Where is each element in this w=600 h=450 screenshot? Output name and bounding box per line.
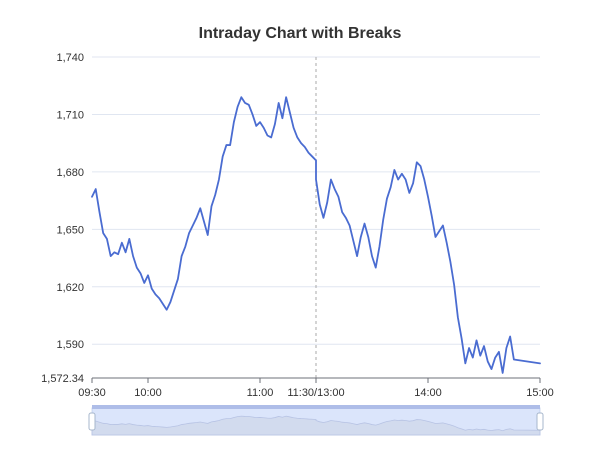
y-tick-label: 1,680 bbox=[56, 167, 84, 179]
x-axis-ticks: 09:30 10:00 11:00 11:30/13:00 14:00 15:00 bbox=[78, 378, 554, 399]
x-tick-label: 14:00 bbox=[414, 387, 442, 399]
data-zoom-right-handle[interactable] bbox=[536, 412, 544, 431]
data-zoom-move-bar[interactable] bbox=[92, 405, 540, 409]
data-zoom-left-handle[interactable] bbox=[88, 412, 96, 431]
y-tick-label: 1,710 bbox=[56, 109, 84, 121]
x-tick-label: 10:00 bbox=[134, 387, 162, 399]
x-tick-label: 11:00 bbox=[247, 387, 274, 399]
y-tick-label: 1,620 bbox=[56, 282, 84, 294]
y-axis-tick-labels: 1,572.34 1,590 1,620 1,650 1,680 1,710 1,740 bbox=[41, 52, 84, 385]
x-tick-label: 15:00 bbox=[526, 387, 554, 399]
y-tick-label: 1,740 bbox=[56, 52, 84, 64]
x-tick-label: 09:30 bbox=[78, 387, 106, 399]
y-tick-label: 1,650 bbox=[56, 224, 84, 236]
x-tick-label: 11:30/13:00 bbox=[287, 387, 344, 399]
data-zoom-preview-area bbox=[91, 415, 541, 436]
price-series-line bbox=[91, 96, 541, 374]
y-tick-label: 1,572.34 bbox=[41, 373, 84, 385]
y-tick-label: 1,590 bbox=[56, 339, 84, 351]
data-zoom-slider[interactable] bbox=[88, 405, 544, 436]
chart-title: Intraday Chart with Breaks bbox=[199, 25, 402, 42]
